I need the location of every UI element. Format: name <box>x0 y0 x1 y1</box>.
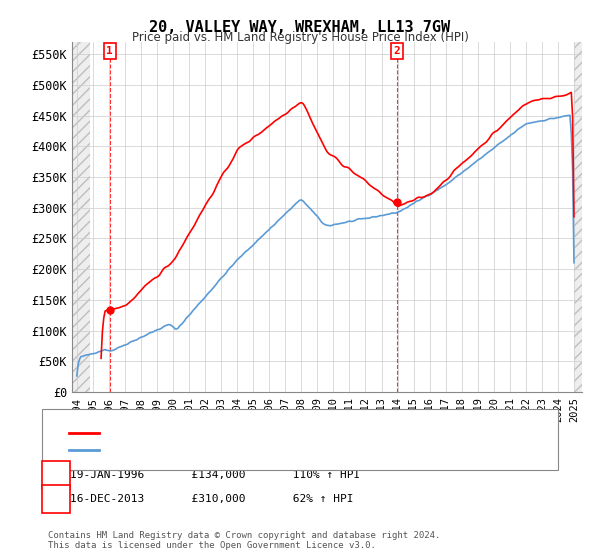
Text: 2: 2 <box>394 46 400 56</box>
Text: 20, VALLEY WAY, WREXHAM, LL13 7GW (detached house): 20, VALLEY WAY, WREXHAM, LL13 7GW (detac… <box>102 428 439 438</box>
Polygon shape <box>574 42 582 392</box>
Text: HPI: Average price, detached house, Wrexham: HPI: Average price, detached house, Wrex… <box>102 445 392 455</box>
Text: 1: 1 <box>106 46 113 56</box>
Text: Price paid vs. HM Land Registry's House Price Index (HPI): Price paid vs. HM Land Registry's House … <box>131 31 469 44</box>
Text: 20, VALLEY WAY, WREXHAM, LL13 7GW: 20, VALLEY WAY, WREXHAM, LL13 7GW <box>149 20 451 35</box>
Polygon shape <box>72 42 89 392</box>
Text: 16-DEC-2013       £310,000       62% ↑ HPI: 16-DEC-2013 £310,000 62% ↑ HPI <box>70 494 353 504</box>
Text: 19-JAN-1996       £134,000       110% ↑ HPI: 19-JAN-1996 £134,000 110% ↑ HPI <box>70 470 360 480</box>
Text: 2: 2 <box>52 494 59 504</box>
Text: 1: 1 <box>52 470 59 480</box>
Text: Contains HM Land Registry data © Crown copyright and database right 2024.
This d: Contains HM Land Registry data © Crown c… <box>48 531 440 550</box>
